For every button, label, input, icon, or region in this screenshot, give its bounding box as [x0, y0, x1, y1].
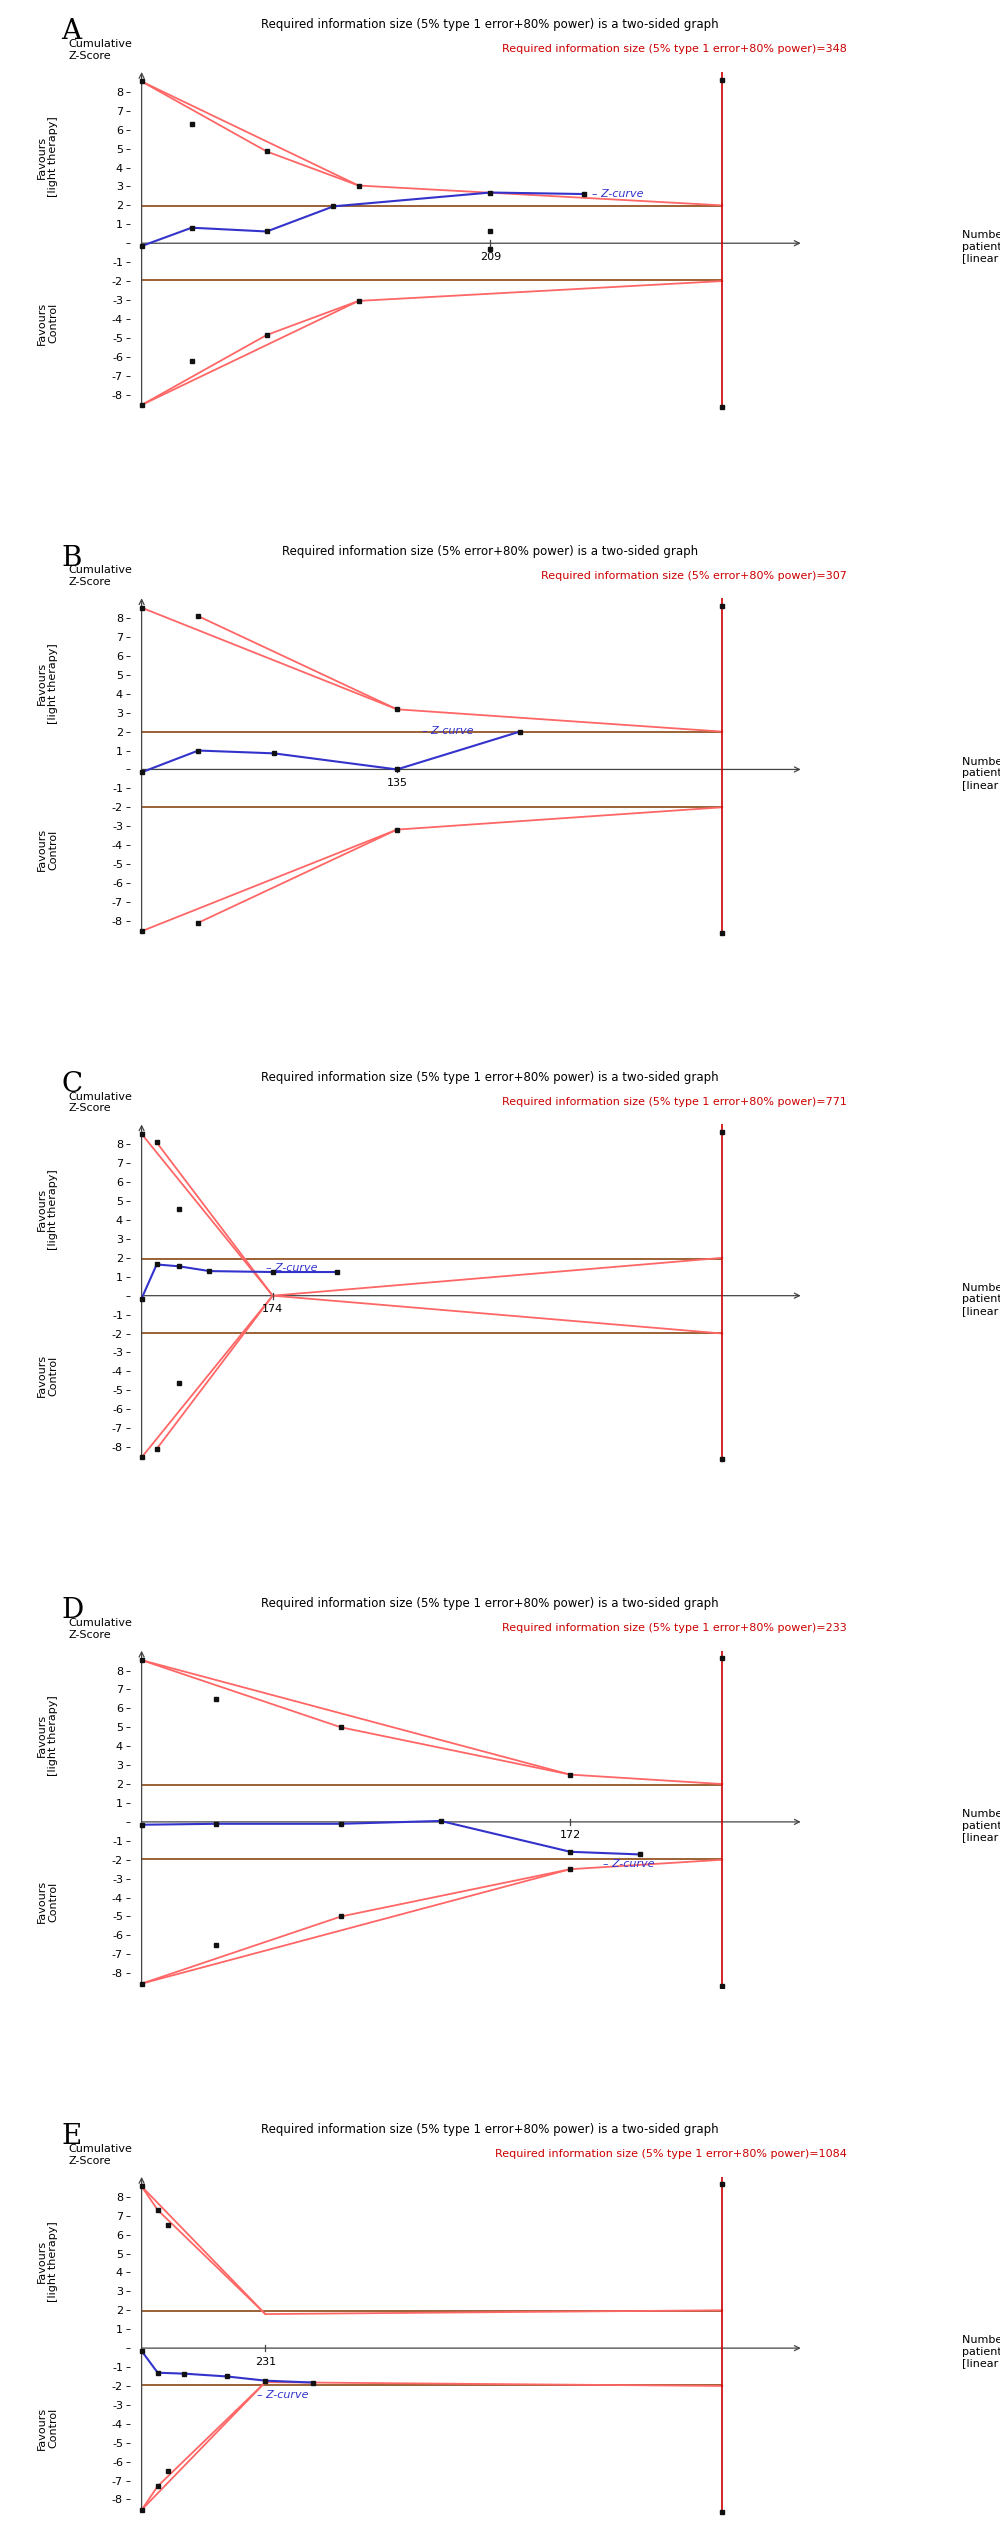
Text: Required information size (5% error+80% power)=307: Required information size (5% error+80% …: [541, 572, 846, 582]
Text: Number of
patients
[linear scaled]: Number of patients [linear scaled]: [962, 1808, 1000, 1842]
Text: 174: 174: [262, 1303, 283, 1313]
Text: A: A: [62, 18, 82, 46]
Text: 172: 172: [560, 1831, 581, 1842]
Text: Number of
patients
[linear scaled]: Number of patients [linear scaled]: [962, 1283, 1000, 1316]
Text: Favours
Control: Favours Control: [36, 828, 58, 871]
Text: D: D: [62, 1598, 84, 1623]
Text: – Z-curve: – Z-curve: [422, 726, 473, 737]
Text: Required information size (5% type 1 error+80% power) is a two-sided graph: Required information size (5% type 1 err…: [261, 1072, 719, 1085]
Text: – Z-curve: – Z-curve: [603, 1859, 654, 1869]
Text: Cumulative
Z-Score: Cumulative Z-Score: [69, 566, 133, 587]
Text: Favours
Control: Favours Control: [36, 1354, 58, 1397]
Text: Cumulative
Z-Score: Cumulative Z-Score: [69, 38, 133, 61]
Text: Number of
patients
[linear scaled]: Number of patients [linear scaled]: [962, 231, 1000, 264]
Text: E: E: [62, 2123, 82, 2151]
Text: Required information size (5% type 1 error+80% power) is a two-sided graph: Required information size (5% type 1 err…: [261, 1598, 719, 1610]
Text: Required information size (5% error+80% power) is a two-sided graph: Required information size (5% error+80% …: [282, 544, 698, 559]
Text: Required information size (5% type 1 error+80% power)=348: Required information size (5% type 1 err…: [502, 46, 846, 53]
Text: Favours
Control: Favours Control: [36, 1880, 58, 1923]
Text: Favours
[light therapy]: Favours [light therapy]: [36, 1694, 58, 1775]
Text: Required information size (5% type 1 error+80% power)=1084: Required information size (5% type 1 err…: [495, 2149, 846, 2159]
Text: Required information size (5% type 1 error+80% power) is a two-sided graph: Required information size (5% type 1 err…: [261, 18, 719, 30]
Text: Cumulative
Z-Score: Cumulative Z-Score: [69, 1092, 133, 1113]
Text: Cumulative
Z-Score: Cumulative Z-Score: [69, 1618, 133, 1638]
Text: – Z-curve: – Z-curve: [592, 188, 644, 198]
Text: 209: 209: [480, 251, 501, 262]
Text: Favours
[light therapy]: Favours [light therapy]: [36, 1168, 58, 1250]
Text: – Z-curve: – Z-curve: [266, 1262, 317, 1273]
Text: Favours
[light therapy]: Favours [light therapy]: [36, 643, 58, 724]
Text: B: B: [62, 544, 82, 572]
Text: Number of
patients
[linear scaled]: Number of patients [linear scaled]: [962, 757, 1000, 790]
Text: Required information size (5% type 1 error+80% power) is a two-sided graph: Required information size (5% type 1 err…: [261, 2123, 719, 2136]
Text: 231: 231: [255, 2357, 276, 2367]
Text: Favours
[light therapy]: Favours [light therapy]: [36, 117, 58, 198]
Text: Favours
[light therapy]: Favours [light therapy]: [36, 2222, 58, 2301]
Text: Favours
Control: Favours Control: [36, 302, 58, 345]
Text: C: C: [62, 1072, 83, 1097]
Text: Required information size (5% type 1 error+80% power)=771: Required information size (5% type 1 err…: [502, 1097, 846, 1107]
Text: Number of
patients
[linear scaled]: Number of patients [linear scaled]: [962, 2334, 1000, 2367]
Text: Required information size (5% type 1 error+80% power)=233: Required information size (5% type 1 err…: [502, 1623, 846, 1633]
Text: 135: 135: [386, 777, 407, 787]
Text: Cumulative
Z-Score: Cumulative Z-Score: [69, 2144, 133, 2167]
Text: – Z-curve: – Z-curve: [257, 2390, 308, 2400]
Text: Favours
Control: Favours Control: [36, 2405, 58, 2449]
